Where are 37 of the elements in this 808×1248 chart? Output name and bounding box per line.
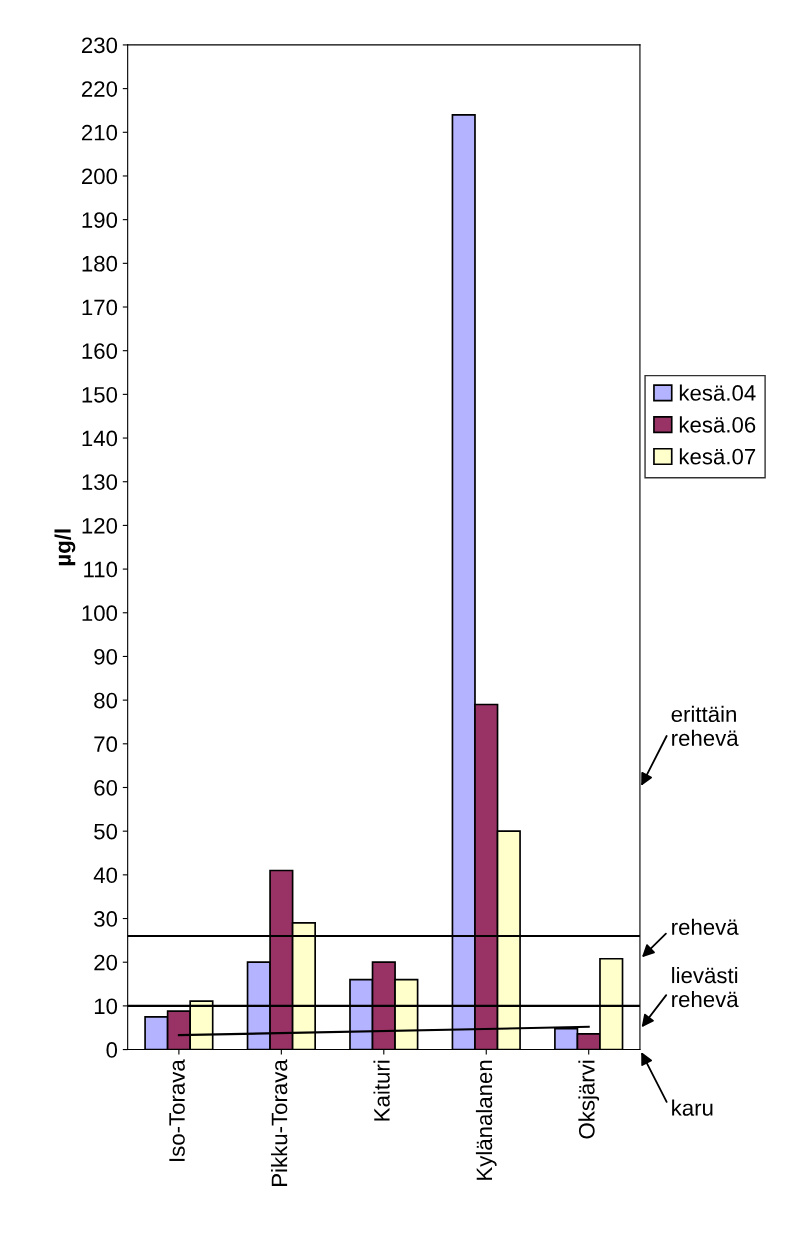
y-tick-label: 170 [82,299,118,316]
y-tick-label: 110 [84,561,118,578]
legend-label: kesä.06 [679,416,756,433]
x-tick-label: Kylänalanen [475,1060,497,1180]
y-tick-label: 30 [94,911,118,927]
y-tick-label: 210 [81,124,118,141]
x-tick-label: Kaituri [373,1060,390,1121]
x-tick-label: Oksjärvi [578,1060,600,1139]
y-tick-label: 90 [94,648,118,665]
y-tick-label: 100 [82,605,118,622]
y-tick-label: 160 [82,343,118,359]
y-tick-label: 40 [93,867,118,884]
y-tick-label: 80 [94,692,118,709]
text: rehevä [672,918,739,935]
y-tick-label: 230 [81,37,118,54]
y-tick-label: 120 [82,517,118,534]
legend-label: kesä.07 [679,448,756,465]
text: karu [672,1099,713,1116]
y-tick-label: 60 [94,780,118,796]
y-tick-label: 70 [94,736,118,753]
text: erittäin rehevä [671,705,739,747]
y-tick-label: 200 [81,168,118,185]
y-tick-label: 50 [94,823,118,840]
text: lievästi rehevä [672,966,739,1008]
y-tick-label: 190 [82,212,118,228]
y-tick-label: 150 [82,386,118,403]
y-tick-label: 20 [94,954,118,971]
y-axis-title: µg/l [54,529,76,566]
legend-label: kesä.04 [679,384,756,401]
x-tick-label: Iso-Torava [169,1059,185,1161]
y-tick-label: 130 [82,474,118,490]
y-tick-label: 220 [81,81,118,97]
y-tick-label: 180 [82,255,118,272]
y-tick-label: 140 [82,430,118,447]
x-tick-label: Pikku-Torava [270,1059,288,1186]
y-tick-label: 0 [106,1042,118,1058]
y-tick-label: 10 [94,998,118,1015]
